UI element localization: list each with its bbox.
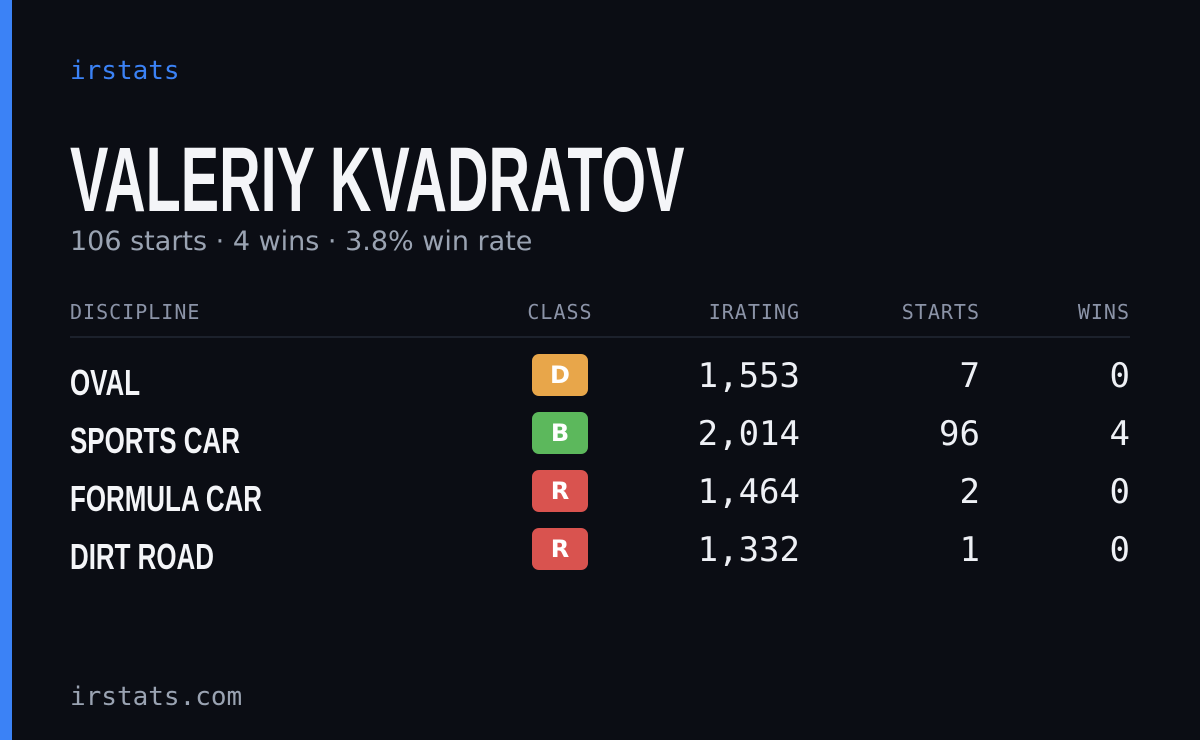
wins: 0 <box>1109 472 1130 512</box>
brand: irstats <box>70 56 180 86</box>
column-header: WINS <box>1077 300 1130 324</box>
discipline: DIRT ROAD <box>70 536 214 577</box>
column-header: STARTS <box>901 300 980 324</box>
column-header: IRATING <box>708 300 800 324</box>
starts: 96 <box>939 414 980 454</box>
class-badge: D <box>532 354 588 396</box>
irating: 1,332 <box>697 530 800 570</box>
driver-name: VALERIY KVADRATOV <box>70 129 685 231</box>
class-badge: R <box>532 470 588 512</box>
header-rule <box>70 336 1130 338</box>
irating: 1,553 <box>697 356 800 396</box>
irating: 1,464 <box>697 472 800 512</box>
column-header: CLASS <box>527 300 593 324</box>
column-header: DISCIPLINE <box>70 300 201 324</box>
discipline: SPORTS CAR <box>70 420 240 461</box>
wins: 4 <box>1109 414 1130 454</box>
wins: 0 <box>1109 530 1130 570</box>
wins: 0 <box>1109 356 1130 396</box>
class-badge: B <box>532 412 588 454</box>
discipline: FORMULA CAR <box>70 478 262 519</box>
irating: 2,014 <box>697 414 800 454</box>
starts: 2 <box>959 472 980 512</box>
driver-summary: 106 starts · 4 wins · 3.8% win rate <box>70 226 533 257</box>
discipline: OVAL <box>70 362 141 403</box>
class-badge: R <box>532 528 588 570</box>
footer: irstats.com <box>70 682 243 712</box>
starts: 7 <box>959 356 980 396</box>
accent-bar <box>0 0 12 740</box>
starts: 1 <box>959 530 980 570</box>
